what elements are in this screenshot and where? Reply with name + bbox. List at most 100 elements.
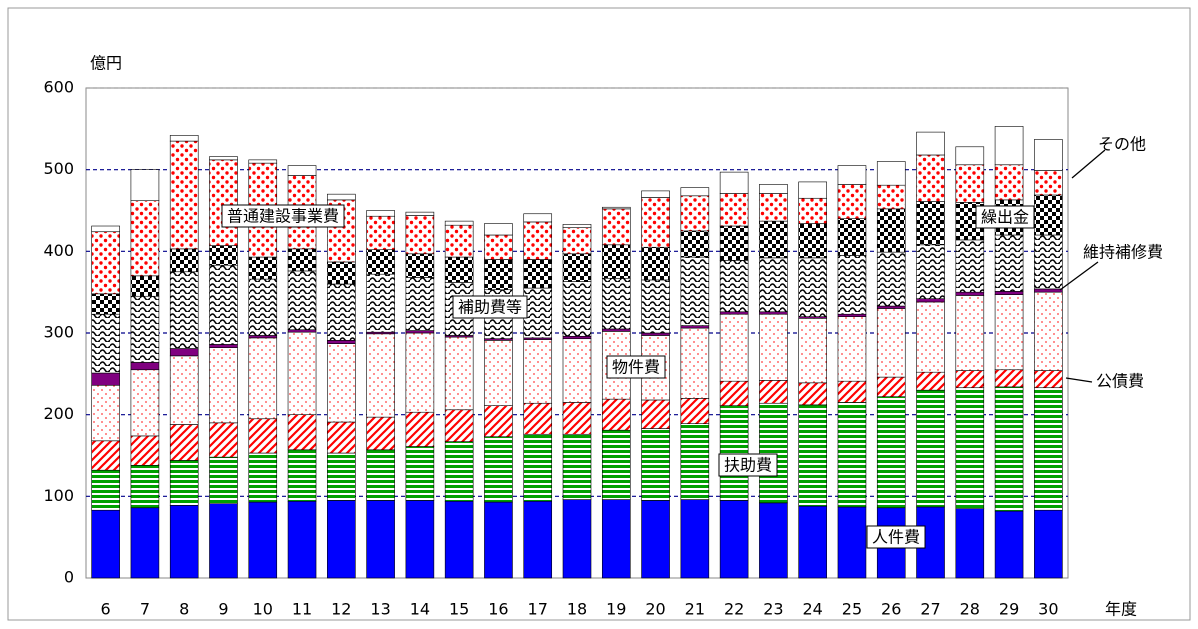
bar-segment <box>680 187 710 197</box>
bar-segment <box>130 200 160 277</box>
bar-segment <box>955 387 985 509</box>
bar-segment <box>798 404 827 507</box>
bar-segment <box>248 256 278 280</box>
bar-segment <box>209 344 238 348</box>
bar-segment <box>916 201 945 246</box>
bar-segment <box>523 433 553 502</box>
bar-segment <box>719 193 749 227</box>
bar-segment <box>641 246 670 281</box>
bar-segment <box>130 507 160 579</box>
bar-segment <box>366 333 395 418</box>
bar-segment <box>641 190 670 198</box>
x-tick-label: 23 <box>763 600 783 619</box>
bar-segment <box>1034 370 1063 389</box>
bar-segment <box>444 256 474 283</box>
bar-segment <box>719 313 749 382</box>
bar-segment <box>523 259 553 289</box>
bar-segment <box>484 223 513 236</box>
bar-segment <box>91 225 120 233</box>
leader-line <box>1059 261 1099 291</box>
bar-segment <box>719 311 749 315</box>
bar-segment <box>601 244 631 279</box>
bar-segment <box>759 502 788 579</box>
bar-segment <box>916 154 945 202</box>
bar-segment <box>209 503 238 579</box>
bar-segment <box>680 195 710 232</box>
bar-segment <box>562 227 592 255</box>
x-tick-label: 18 <box>567 600 587 619</box>
bar-segment <box>405 277 435 331</box>
bar-segment <box>798 223 827 259</box>
bar-segment <box>91 384 120 442</box>
bar-segment <box>169 248 199 273</box>
bar-segment <box>484 340 513 406</box>
bar-segment <box>680 327 710 399</box>
bar-segment <box>837 184 867 219</box>
bar-segment <box>837 506 867 579</box>
bar-segment <box>209 347 238 424</box>
bar-segment <box>994 294 1024 371</box>
x-tick-label: 28 <box>960 600 980 619</box>
bar-segment <box>287 165 317 176</box>
x-tick-label: 29 <box>999 600 1019 619</box>
bar-segment <box>562 335 592 340</box>
bar-segment <box>287 331 317 415</box>
series-label: 普通建設事業費 <box>227 207 339 226</box>
bar-segment <box>444 220 474 226</box>
label-box <box>221 204 345 228</box>
bar-segment <box>759 402 788 504</box>
bar-segment <box>523 500 553 579</box>
bar-segment <box>405 411 435 447</box>
bar-segment <box>287 414 317 451</box>
frame <box>7 7 1191 621</box>
bar-segment <box>641 399 670 429</box>
bar-segment <box>798 257 827 317</box>
bar-segment <box>405 215 435 255</box>
bar-segment <box>837 402 867 508</box>
bar-segment <box>680 398 710 424</box>
bar-segment <box>405 330 435 334</box>
x-tick-label: 24 <box>803 600 823 619</box>
bar-segment <box>169 460 199 506</box>
bar-segment <box>994 234 1024 292</box>
bar-segment <box>916 389 945 508</box>
bar-segment <box>759 257 788 313</box>
bar-segment <box>1034 509 1063 579</box>
bar-segment <box>366 449 395 501</box>
bar-segment <box>719 225 749 261</box>
x-tick-label: 22 <box>724 600 744 619</box>
bar-segment <box>994 369 1024 388</box>
bar-segment <box>327 421 356 454</box>
bar-segment <box>444 336 474 411</box>
bar-segment <box>169 424 199 461</box>
bar-segment <box>955 295 985 371</box>
x-tick-label: 9 <box>218 600 228 619</box>
bar-segment <box>876 305 906 309</box>
x-tick-label: 8 <box>179 600 189 619</box>
bar-segment <box>876 161 906 186</box>
bar-segment <box>366 500 395 579</box>
y-tick-label: 400 <box>43 241 74 260</box>
bar-segment <box>719 500 749 579</box>
bar-segment <box>130 295 160 363</box>
bar-segment <box>994 126 1024 166</box>
bar-segment <box>444 500 474 579</box>
bar-segment <box>759 220 788 259</box>
bar-segment <box>523 339 553 404</box>
y-tick-label: 600 <box>43 78 74 97</box>
bar-segment <box>91 231 120 295</box>
bar-segment <box>759 193 788 222</box>
bar-segment <box>719 380 749 406</box>
bar-segment <box>484 436 513 503</box>
bar-segment <box>169 271 199 349</box>
bar-segment <box>798 317 827 384</box>
bar-segment <box>484 501 513 579</box>
bar-segment <box>876 251 906 307</box>
bar-segment <box>444 224 474 258</box>
bar-segment <box>327 500 356 579</box>
bar-segment <box>169 505 199 579</box>
x-tick-label: 7 <box>140 600 150 619</box>
label-box <box>452 295 528 319</box>
bar-segment <box>916 371 945 391</box>
bar-segment <box>287 329 317 333</box>
